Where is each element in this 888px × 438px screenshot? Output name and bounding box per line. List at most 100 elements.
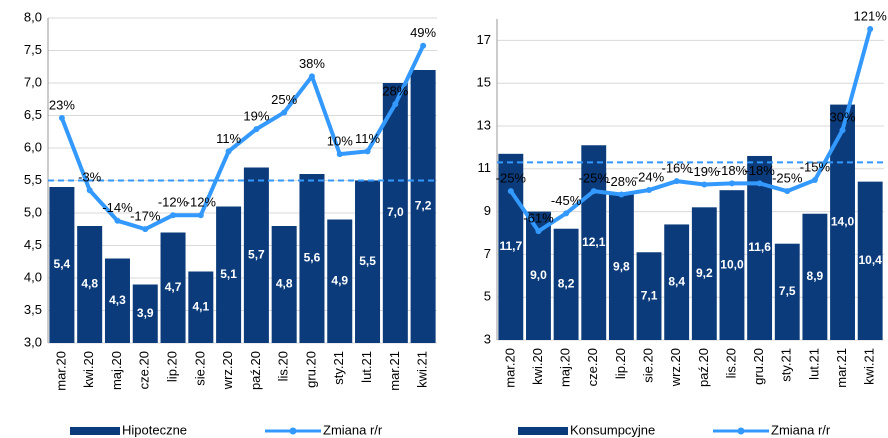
line-marker — [392, 101, 399, 108]
bar-label: 7,0 — [387, 205, 404, 219]
bar-label: 14,0 — [831, 214, 855, 228]
line-label: 28% — [382, 84, 408, 99]
y-tick-label: 9 — [484, 203, 491, 218]
line-marker — [701, 181, 708, 188]
y-tick-label: 6,5 — [24, 107, 42, 122]
x-tick-label: mar.20 — [53, 351, 68, 391]
bar-label: 5,6 — [304, 251, 321, 265]
legend-label: Hipoteczne — [122, 422, 187, 437]
y-tick-label: 7 — [484, 246, 491, 261]
y-tick-label: 6,0 — [24, 139, 42, 154]
y-tick-label: 4,0 — [24, 269, 42, 284]
y-tick-label: 13 — [477, 117, 491, 132]
line-marker — [535, 228, 542, 235]
line-label: -18% — [744, 163, 775, 178]
bar — [216, 206, 242, 343]
y-tick-label: 7,0 — [24, 74, 42, 89]
bar — [49, 187, 75, 343]
line-label: -19% — [689, 164, 720, 179]
line-label: -15% — [800, 159, 831, 174]
x-tick-label: lip.20 — [164, 351, 179, 382]
y-tick-label: 5,0 — [24, 204, 42, 219]
line-label: -25% — [579, 171, 610, 186]
line-marker — [364, 148, 371, 155]
x-tick-label: sie.20 — [192, 351, 207, 386]
y-tick-label: 3,5 — [24, 302, 42, 317]
bar — [382, 83, 408, 343]
x-tick-label: paź.20 — [248, 351, 263, 390]
line-label: 30% — [830, 110, 856, 125]
line-label: -16% — [661, 161, 692, 176]
y-tick-label: 7,5 — [24, 42, 42, 57]
bar-label: 10,0 — [720, 257, 744, 271]
bar — [104, 258, 130, 343]
bar-label: 9,0 — [530, 268, 547, 282]
bar-label: 4,1 — [192, 299, 209, 313]
bar — [132, 284, 158, 343]
x-tick-label: wrz.20 — [668, 348, 683, 387]
y-tick-label: 4,5 — [24, 237, 42, 252]
line-label: 121% — [854, 8, 888, 23]
bar — [553, 228, 579, 340]
line-marker — [114, 217, 121, 224]
line-marker — [867, 25, 874, 32]
y-tick-label: 3,0 — [24, 334, 42, 349]
x-tick-label: mar.21 — [387, 351, 402, 391]
line-marker — [646, 187, 653, 194]
line-marker — [86, 187, 93, 194]
line-label: -45% — [551, 193, 582, 208]
line-label: 25% — [271, 92, 297, 107]
bar — [77, 226, 103, 343]
line-label: -24% — [634, 169, 665, 184]
line-label: -3% — [78, 170, 102, 185]
x-tick-label: mar.20 — [502, 348, 517, 388]
bar — [188, 271, 214, 343]
legend-label: Zmiana r/r — [323, 422, 383, 437]
bar-label: 10,4 — [858, 253, 882, 267]
line-label: -12% — [186, 195, 217, 210]
y-tick-label: 11 — [478, 160, 492, 175]
bar — [664, 224, 690, 340]
x-tick-label: kwi.20 — [81, 351, 96, 388]
bar — [857, 181, 883, 340]
line-label: -17% — [130, 209, 161, 224]
line-label: 11% — [355, 131, 380, 146]
x-tick-label: mar.21 — [834, 348, 849, 388]
legend-swatch — [70, 427, 120, 435]
line — [60, 44, 425, 232]
line-label: 19% — [243, 109, 269, 124]
line-label: -61% — [523, 211, 554, 226]
bar-label: 4,3 — [109, 293, 126, 307]
y-tick-label: 17 — [477, 32, 491, 47]
line-label: 49% — [410, 25, 436, 40]
line-marker — [58, 115, 65, 121]
line-marker — [336, 151, 343, 158]
line-marker — [142, 226, 149, 233]
line-marker — [420, 42, 427, 49]
x-tick-label: lut.21 — [806, 348, 821, 380]
x-tick-label: lip.20 — [613, 348, 628, 379]
bar-label: 4,9 — [331, 273, 348, 287]
bar — [774, 243, 800, 340]
x-tick-label: kwi.21 — [415, 351, 430, 388]
bar-label: 5,4 — [54, 257, 71, 271]
bar — [498, 153, 524, 340]
bar — [327, 219, 353, 343]
bar-label: 11,6 — [748, 240, 771, 254]
line-marker — [618, 191, 625, 198]
legend-label: Konsumpcyjne — [570, 422, 655, 437]
bar-label: 12,1 — [582, 235, 606, 249]
bar-label: 9,2 — [696, 266, 713, 280]
bar-label: 8,2 — [558, 277, 575, 291]
line-label: -25% — [772, 171, 803, 186]
x-tick-label: maj.20 — [558, 348, 573, 387]
bar — [271, 226, 297, 343]
x-tick-label: wrz.20 — [220, 351, 235, 390]
bar-label: 7,1 — [641, 288, 658, 302]
x-tick-label: sty.21 — [331, 351, 346, 385]
line-marker — [563, 210, 570, 217]
line-marker — [253, 126, 260, 133]
x-tick-label: sty.21 — [779, 348, 794, 382]
bar-label: 11,7 — [499, 239, 522, 253]
